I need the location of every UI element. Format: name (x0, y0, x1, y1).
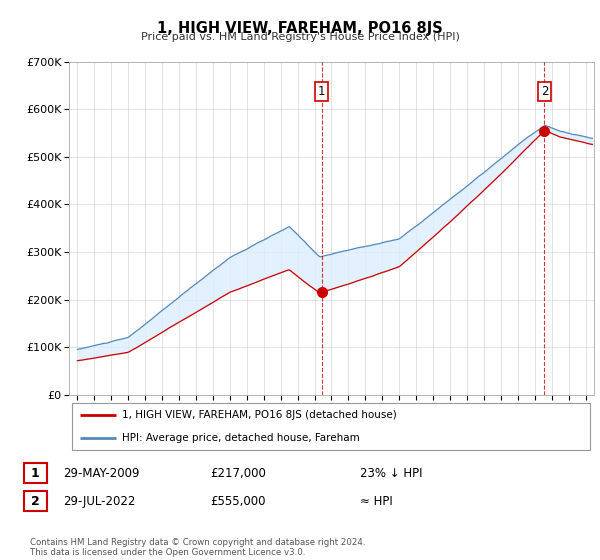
FancyBboxPatch shape (24, 491, 47, 511)
Text: ≈ HPI: ≈ HPI (360, 494, 393, 508)
Text: Contains HM Land Registry data © Crown copyright and database right 2024.
This d: Contains HM Land Registry data © Crown c… (30, 538, 365, 557)
Text: 1: 1 (318, 85, 325, 97)
Text: Price paid vs. HM Land Registry's House Price Index (HPI): Price paid vs. HM Land Registry's House … (140, 32, 460, 42)
FancyBboxPatch shape (24, 463, 47, 483)
Text: 1, HIGH VIEW, FAREHAM, PO16 8JS (detached house): 1, HIGH VIEW, FAREHAM, PO16 8JS (detache… (121, 410, 396, 421)
FancyBboxPatch shape (71, 403, 590, 450)
Text: 29-JUL-2022: 29-JUL-2022 (63, 494, 136, 508)
Text: £217,000: £217,000 (210, 466, 266, 480)
Text: 23% ↓ HPI: 23% ↓ HPI (360, 466, 422, 480)
Text: HPI: Average price, detached house, Fareham: HPI: Average price, detached house, Fare… (121, 433, 359, 444)
Text: £555,000: £555,000 (210, 494, 265, 508)
Text: 29-MAY-2009: 29-MAY-2009 (63, 466, 139, 480)
Text: 2: 2 (541, 85, 548, 97)
Text: 2: 2 (31, 494, 40, 508)
Text: 1, HIGH VIEW, FAREHAM, PO16 8JS: 1, HIGH VIEW, FAREHAM, PO16 8JS (157, 21, 443, 36)
Text: 1: 1 (31, 466, 40, 480)
